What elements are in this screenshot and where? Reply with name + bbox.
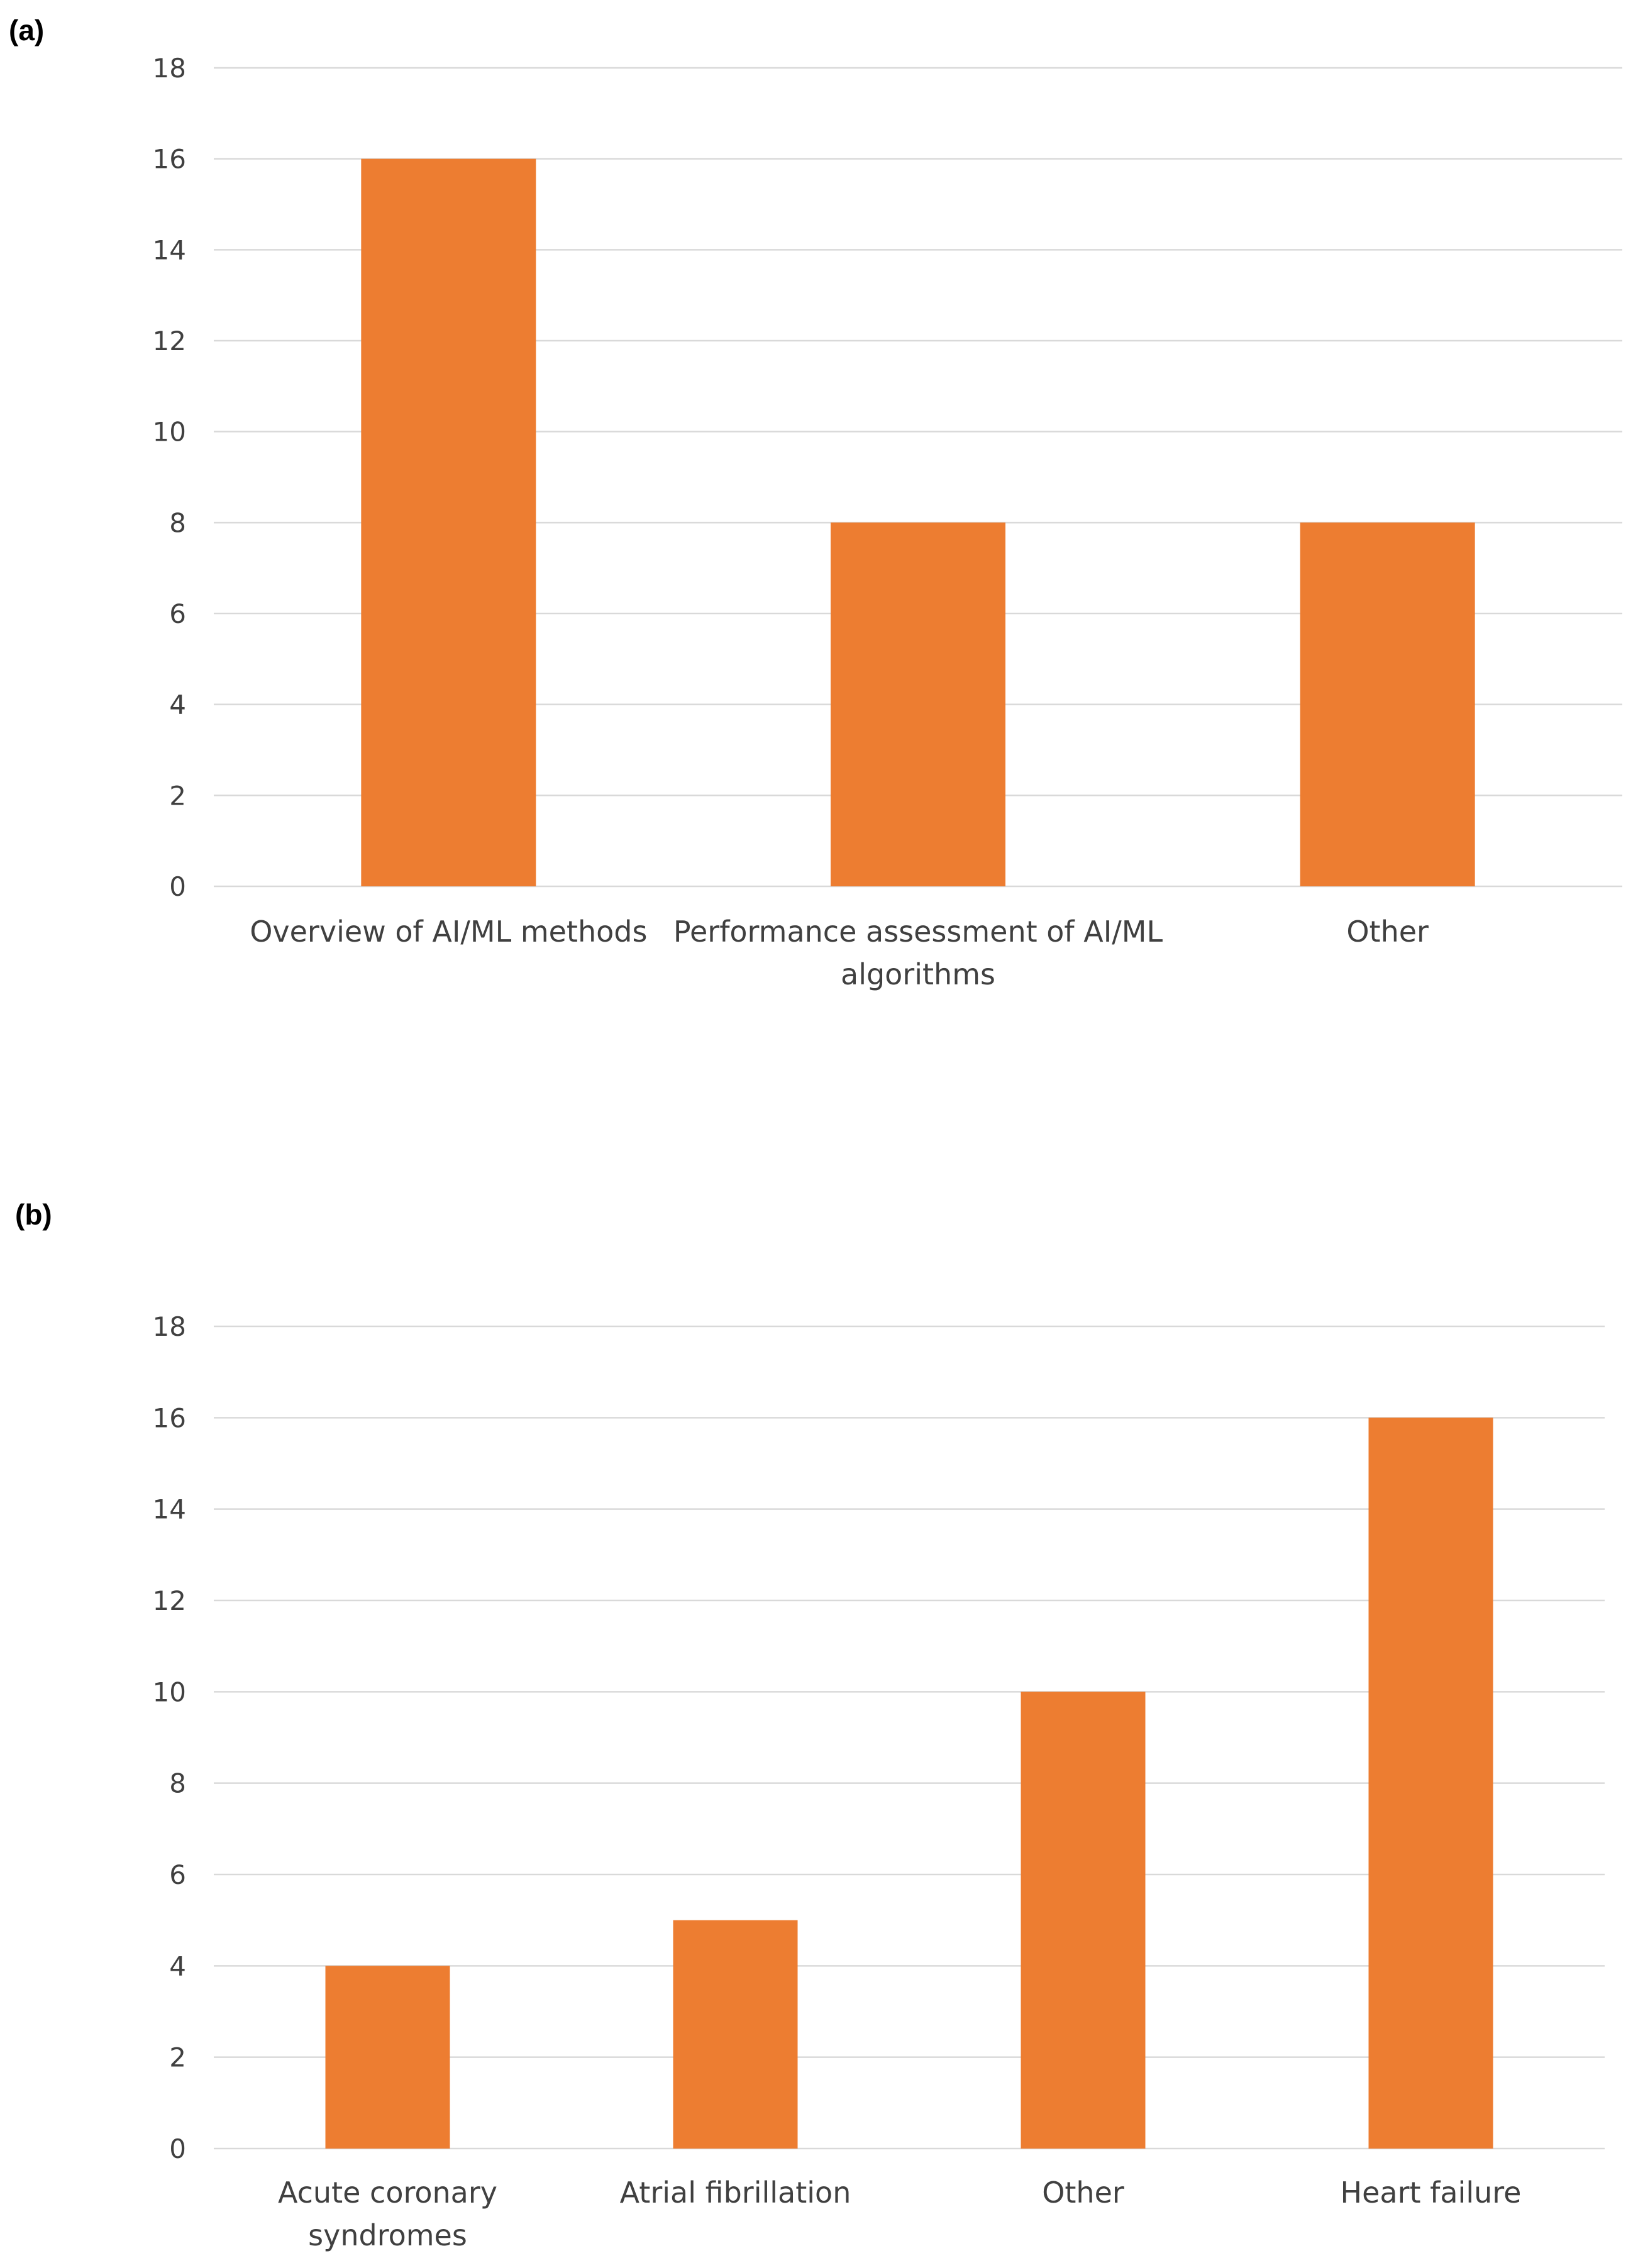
y-tick-label-a-4: 4: [169, 690, 186, 720]
y-tick-label-a-0: 0: [169, 871, 186, 902]
category-label-b-2: Atrial fibrillation: [620, 2176, 851, 2210]
y-tick-label-a-16: 16: [153, 144, 186, 175]
y-tick-label-b-10: 10: [153, 1676, 186, 1707]
bar-b-4: [1368, 1418, 1493, 2149]
y-tick-label-a-8: 8: [169, 507, 186, 538]
y-tick-label-a-14: 14: [153, 234, 186, 265]
category-label-b-3: Other: [1042, 2176, 1124, 2210]
y-tick-label-b-18: 18: [153, 1311, 186, 1342]
bar-b-1: [325, 1966, 450, 2149]
y-tick-label-b-4: 4: [169, 1951, 186, 1981]
y-tick-label-b-6: 6: [169, 1859, 186, 1890]
panel-label-a: (a): [9, 14, 44, 47]
category-label-b-1: Acute coronary syndromes: [278, 2176, 497, 2252]
y-tick-label-b-12: 12: [153, 1585, 186, 1616]
y-tick-label-a-10: 10: [153, 417, 186, 448]
y-tick-label-a-2: 2: [169, 780, 186, 811]
y-tick-label-b-0: 0: [169, 2133, 186, 2164]
y-tick-label-b-2: 2: [169, 2042, 186, 2073]
y-tick-label-a-6: 6: [169, 598, 186, 629]
y-tick-label-a-18: 18: [153, 53, 186, 84]
y-tick-label-a-12: 12: [153, 326, 186, 356]
panel-label-b: (b): [15, 1198, 52, 1231]
category-label-a-2: Performance assessment of AI/ML algorithm…: [673, 915, 1163, 991]
bar-a-2: [831, 522, 1005, 886]
bar-b-2: [673, 1920, 798, 2149]
y-tick-label-b-8: 8: [169, 1768, 186, 1799]
bar-a-3: [1300, 522, 1475, 886]
y-tick-label-b-16: 16: [153, 1402, 186, 1433]
chart-a: (a) 0 2 4 6 8 10 12 14 16 18 Overview of AI/ML meth…: [9, 14, 1622, 991]
chart-b: (b) 0 2 4 6 8 10 12 14 16 18 Acute coronary syndrome…: [15, 1198, 1605, 2252]
bar-a-1: [361, 158, 536, 887]
y-tick-label-b-14: 14: [153, 1494, 186, 1525]
category-label-a-1: Overview of AI/ML methods: [250, 915, 647, 949]
bar-b-3: [1021, 1692, 1146, 2149]
category-label-b-4: Heart failure: [1341, 2176, 1522, 2210]
category-label-a-3: Other: [1346, 915, 1429, 949]
